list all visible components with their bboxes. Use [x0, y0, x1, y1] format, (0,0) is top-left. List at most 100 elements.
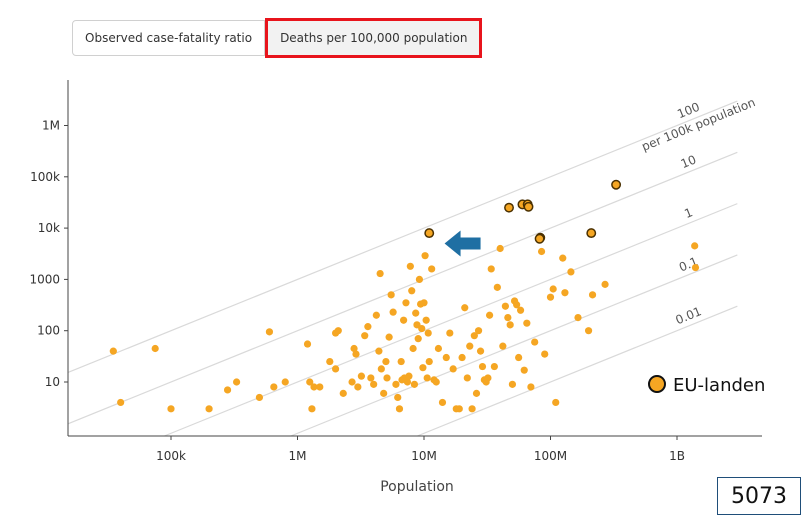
data-point[interactable]: [232, 378, 241, 386]
data-point[interactable]: [527, 383, 535, 391]
data-point[interactable]: [167, 405, 175, 413]
data-point[interactable]: [406, 262, 414, 270]
data-point[interactable]: [691, 242, 699, 250]
data-point[interactable]: [425, 357, 433, 366]
data-point[interactable]: [561, 289, 569, 297]
data-point[interactable]: [418, 324, 426, 333]
data-point[interactable]: [428, 265, 436, 273]
data-point[interactable]: [412, 309, 420, 317]
data-point[interactable]: [383, 374, 391, 382]
data-point[interactable]: [484, 374, 492, 382]
data-point[interactable]: [357, 372, 366, 380]
data-point[interactable]: [372, 311, 380, 319]
data-point[interactable]: [205, 405, 213, 413]
data-point[interactable]: [559, 254, 567, 262]
data-point[interactable]: [520, 366, 528, 374]
tab-deaths-per-100k[interactable]: Deaths per 100,000 population: [265, 18, 483, 58]
data-point[interactable]: [537, 247, 546, 256]
data-point[interactable]: [470, 332, 478, 340]
data-point[interactable]: [449, 365, 457, 373]
data-point[interactable]: [574, 314, 582, 322]
eu-data-point[interactable]: [424, 228, 435, 239]
data-point[interactable]: [334, 327, 342, 335]
data-point[interactable]: [474, 327, 483, 335]
data-point[interactable]: [508, 380, 517, 388]
data-point[interactable]: [403, 378, 412, 386]
data-point[interactable]: [487, 265, 495, 273]
data-point[interactable]: [331, 365, 340, 373]
data-point[interactable]: [691, 263, 700, 272]
data-point[interactable]: [567, 268, 575, 276]
data-point[interactable]: [310, 383, 318, 391]
data-point[interactable]: [408, 287, 416, 295]
data-point[interactable]: [513, 301, 521, 309]
data-point[interactable]: [423, 374, 431, 382]
data-point[interactable]: [468, 405, 476, 413]
data-point[interactable]: [588, 291, 597, 299]
data-point[interactable]: [151, 344, 159, 353]
eu-data-point[interactable]: [523, 201, 534, 212]
data-point[interactable]: [422, 316, 430, 324]
data-point[interactable]: [516, 306, 525, 314]
data-point[interactable]: [478, 362, 487, 371]
data-point[interactable]: [405, 372, 413, 380]
data-point[interactable]: [415, 275, 424, 283]
data-point[interactable]: [504, 314, 512, 322]
data-point[interactable]: [109, 347, 117, 355]
data-point[interactable]: [463, 374, 471, 382]
data-point[interactable]: [392, 380, 400, 388]
data-point[interactable]: [117, 398, 125, 407]
data-point[interactable]: [352, 350, 360, 358]
data-point[interactable]: [601, 280, 609, 288]
data-point[interactable]: [455, 405, 463, 413]
eu-data-point[interactable]: [534, 233, 545, 244]
data-point[interactable]: [421, 252, 429, 260]
tab-case-fatality-ratio[interactable]: Observed case-fatality ratio: [72, 20, 266, 56]
data-point[interactable]: [400, 316, 408, 324]
data-point[interactable]: [394, 393, 402, 402]
data-point[interactable]: [438, 398, 447, 407]
data-point[interactable]: [446, 329, 454, 337]
data-point[interactable]: [506, 321, 514, 329]
data-point[interactable]: [458, 353, 466, 362]
data-point[interactable]: [584, 327, 593, 335]
data-point[interactable]: [361, 332, 369, 340]
data-point[interactable]: [549, 285, 557, 293]
data-point[interactable]: [387, 291, 395, 299]
data-point[interactable]: [377, 365, 385, 373]
data-point[interactable]: [552, 398, 560, 407]
data-point[interactable]: [515, 353, 523, 362]
data-point[interactable]: [414, 335, 422, 343]
eu-data-point[interactable]: [504, 202, 514, 213]
data-point[interactable]: [476, 347, 485, 355]
data-point[interactable]: [499, 342, 507, 350]
data-point[interactable]: [348, 378, 356, 386]
data-point[interactable]: [472, 389, 481, 397]
data-point[interactable]: [442, 353, 450, 362]
data-point[interactable]: [461, 304, 469, 312]
data-point[interactable]: [265, 328, 274, 336]
data-point[interactable]: [303, 340, 312, 348]
data-point[interactable]: [370, 380, 378, 388]
data-point[interactable]: [419, 364, 427, 372]
data-point[interactable]: [375, 347, 383, 355]
data-point[interactable]: [546, 293, 555, 301]
data-point[interactable]: [308, 405, 316, 413]
data-point[interactable]: [434, 344, 443, 353]
data-point[interactable]: [306, 378, 314, 386]
data-point[interactable]: [350, 344, 358, 353]
data-point[interactable]: [409, 344, 417, 353]
data-point[interactable]: [223, 386, 232, 394]
data-point[interactable]: [281, 378, 289, 386]
data-point[interactable]: [354, 383, 362, 391]
eu-data-point[interactable]: [611, 179, 622, 190]
data-point[interactable]: [501, 302, 509, 310]
data-point[interactable]: [541, 350, 549, 358]
data-point[interactable]: [432, 378, 440, 386]
data-point[interactable]: [420, 299, 428, 307]
data-point[interactable]: [367, 374, 375, 382]
data-point[interactable]: [270, 383, 278, 391]
data-point[interactable]: [523, 319, 531, 327]
data-point[interactable]: [364, 323, 372, 331]
data-point[interactable]: [424, 329, 432, 337]
